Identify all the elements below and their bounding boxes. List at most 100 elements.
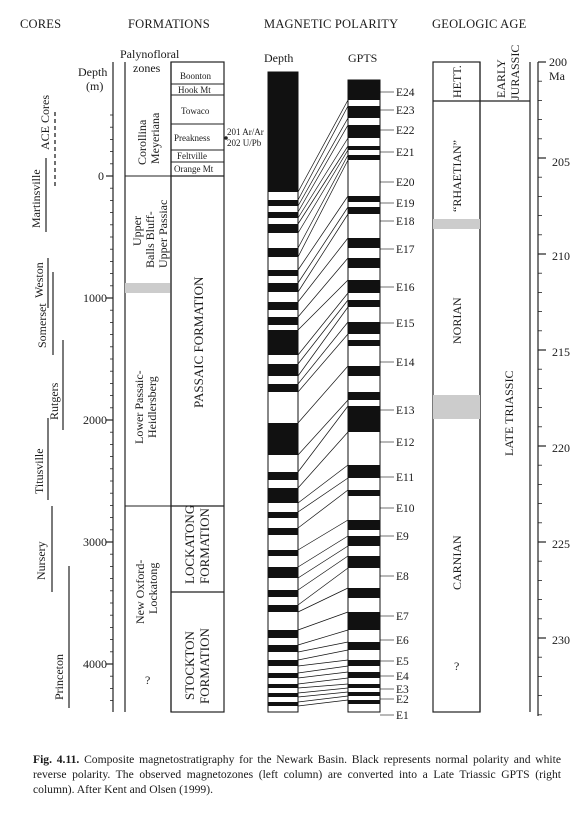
depth-normal-band <box>268 248 298 257</box>
unit-feltville: Feltville <box>177 151 207 161</box>
depth-normal-band <box>268 645 298 652</box>
depth-normal-band <box>268 660 298 666</box>
gpts-normal-band <box>348 146 380 150</box>
caption-figure-label: Fig. 4.11. <box>33 753 80 766</box>
depth-tick-4000: 4000 <box>83 657 107 671</box>
depth-normal-band <box>268 317 298 325</box>
depth-tick-0: 0 <box>98 169 104 183</box>
correlation-line <box>297 665 349 674</box>
stockton-formation-line2: FORMATION <box>197 628 212 704</box>
correlation-line <box>297 257 349 318</box>
core-rutgers: Rutgers <box>47 382 61 420</box>
correlation-line <box>297 159 349 258</box>
correlation-line <box>297 405 349 473</box>
header-magnetic-polarity: MAGNETIC POLARITY <box>264 17 398 31</box>
gpts-normal-band <box>348 465 380 478</box>
depth-normal-band <box>268 702 298 706</box>
zone-label-e21: E21 <box>396 147 415 159</box>
correlation-line <box>297 279 349 331</box>
correlation-line <box>297 687 349 694</box>
correlation-line <box>297 555 349 591</box>
cores-column: ACE Cores Martinsville Weston Somerset R… <box>29 95 70 708</box>
zone-label-e10: E10 <box>396 503 415 515</box>
gpts-normal-band <box>348 406 380 432</box>
depth-normal-band <box>268 590 298 597</box>
gpts-normal-band <box>348 155 380 160</box>
polarity-zone-labels: E24 E23 E22 E21 E20 E19 E18 E17 E16 E15 E14 E13 E12 E… <box>380 87 415 722</box>
gpts-normal-band <box>348 660 380 666</box>
correlation-line <box>297 99 349 193</box>
gpts-normal-band <box>348 700 380 704</box>
magnetostratigraphy-figure: CORES FORMATIONS MAGNETIC POLARITY GEOLO… <box>20 17 570 722</box>
correlation-line <box>297 677 349 685</box>
zone-label-e8: E8 <box>396 571 409 583</box>
correlation-line <box>297 611 349 631</box>
correlation-line <box>297 431 349 489</box>
radiometric-u-pb: 202 U/Pb <box>227 138 262 148</box>
depth-normal-band <box>268 472 298 480</box>
header-geologic-age: GEOLOGIC AGE <box>432 17 527 31</box>
correlation-line <box>297 365 349 424</box>
zone-label-e7: E7 <box>396 611 409 623</box>
age-early: EARLY <box>494 59 508 98</box>
zone-balls-bluff: Balls Bluff- <box>143 211 157 268</box>
gpts-normal-band <box>348 588 380 598</box>
correlation-line <box>297 154 349 249</box>
age-tick-210: 210 <box>552 249 570 263</box>
depth-normal-band <box>268 488 298 503</box>
depth-tick-3000: 3000 <box>83 535 107 549</box>
gpts-normal-band <box>348 392 380 400</box>
radiometric-dot <box>224 136 228 140</box>
zone-label-e9: E9 <box>396 531 409 543</box>
correlation-line <box>297 699 349 707</box>
magnetic-polarity-column: Depth GPTS E24 E23 E22 E21 E20 E19 E18 E17 E16 E1… <box>264 51 415 722</box>
depth-normal-band <box>268 384 298 392</box>
zone-corollina: Corollina <box>135 119 149 165</box>
correlation-line <box>297 292 349 356</box>
depth-normal-band <box>268 330 298 355</box>
age-rhaetian: “RHAETIAN” <box>450 140 464 212</box>
depth-normal-band <box>268 423 298 455</box>
unit-towaco: Towaco <box>181 106 210 116</box>
correlation-line <box>297 117 349 207</box>
zone-label-e5: E5 <box>396 656 409 668</box>
gpts-normal-band <box>348 490 380 496</box>
correlation-line <box>297 649 349 661</box>
correlation-line <box>297 213 349 293</box>
zone-label-e16: E16 <box>396 282 415 294</box>
correlation-line <box>297 145 349 225</box>
passaic-formation: PASSAIC FORMATION <box>191 276 206 408</box>
correlation-line <box>297 683 349 689</box>
correlation-line <box>297 567 349 606</box>
correlation-line <box>297 691 349 698</box>
depth-normal-band <box>268 200 298 206</box>
unit-orange-mt: Orange Mt <box>174 164 214 174</box>
stockton-formation-line1: STOCKTON <box>182 631 197 700</box>
depth-normal-band <box>268 528 298 535</box>
age-jurassic: JURASSIC <box>508 45 522 100</box>
age-norian: NORIAN <box>450 297 464 344</box>
header-cores: CORES <box>20 17 61 31</box>
correlation-line <box>297 629 349 646</box>
correlation-line <box>297 641 349 653</box>
core-somerset: Somerset <box>35 303 49 348</box>
correlation-line <box>297 321 349 385</box>
zone-label-e24: E24 <box>396 87 415 99</box>
zone-label-e1: E1 <box>396 710 409 722</box>
gpts-normal-band <box>348 340 380 346</box>
age-hett: HETT. <box>450 65 464 98</box>
zone-label-e14: E14 <box>396 357 415 369</box>
correlation-line <box>297 206 349 284</box>
polarity-depth-column <box>267 71 299 713</box>
zone-label-e6: E6 <box>396 635 409 647</box>
correlation-line <box>297 477 349 513</box>
unit-preakness: Preakness <box>174 133 210 143</box>
unit-hook-mt: Hook Mt <box>178 85 211 95</box>
gpts-normal-band <box>348 520 380 530</box>
zone-label-e19: E19 <box>396 198 415 210</box>
unit-boonton: Boonton <box>180 71 212 81</box>
zone-label-e17: E17 <box>396 244 415 256</box>
age-tick-215: 215 <box>552 345 570 359</box>
zone-label-e23: E23 <box>396 105 415 117</box>
polarity-gpts-column <box>347 79 381 713</box>
